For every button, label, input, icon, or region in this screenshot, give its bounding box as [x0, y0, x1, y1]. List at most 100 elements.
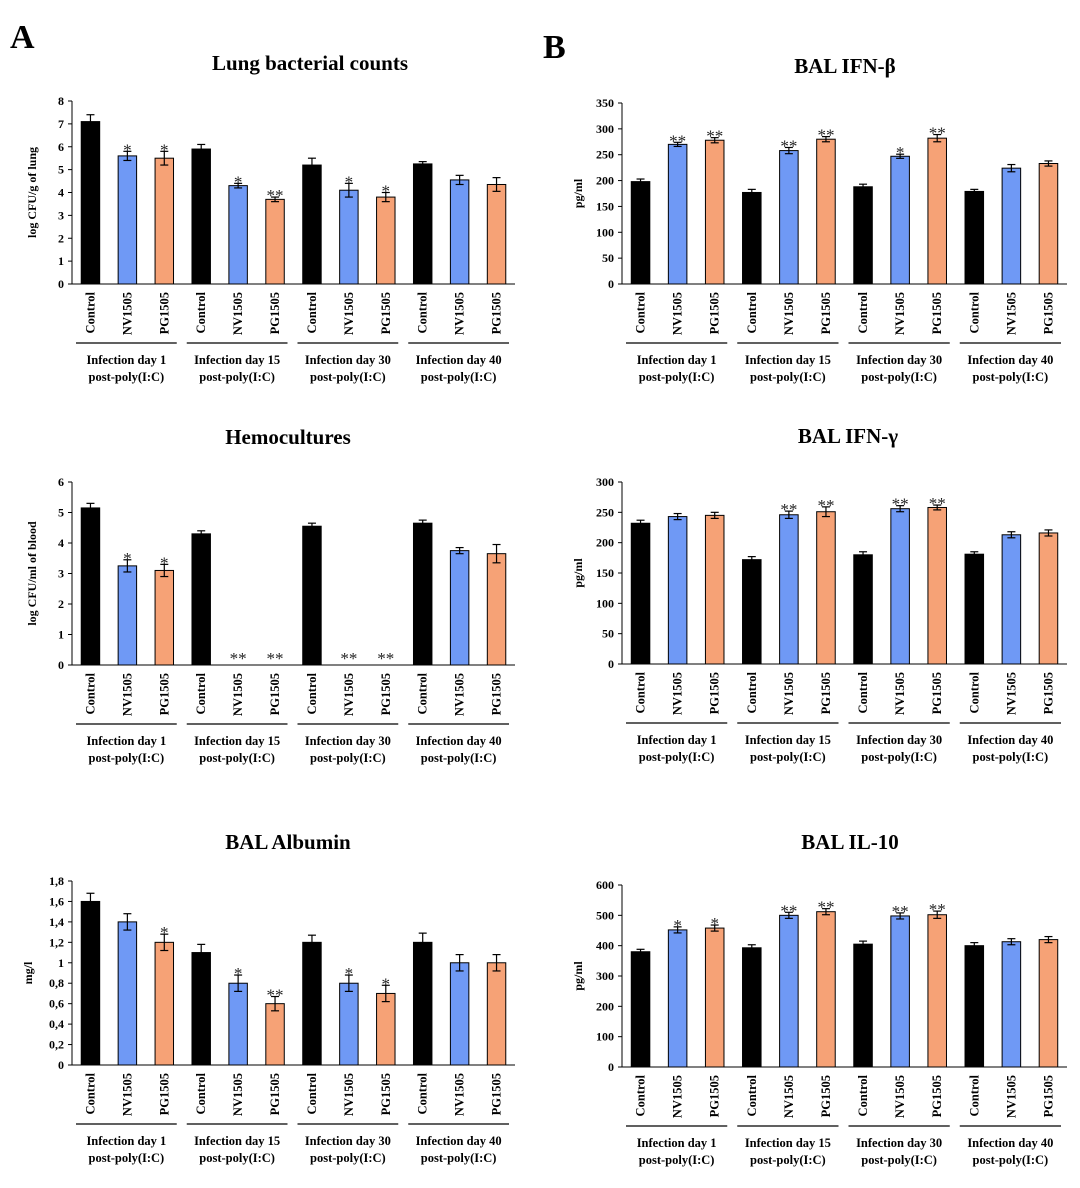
x-category-label: NV1505 — [893, 672, 907, 715]
x-category-label: Control — [83, 672, 97, 714]
bar-control — [853, 943, 873, 1068]
bar-control — [80, 507, 101, 666]
group-label: Infection day 40 — [967, 353, 1053, 367]
group-label: Infection day 30 — [856, 733, 942, 747]
bar-pg1505 — [265, 1003, 285, 1066]
group-label: post-poly(I:C) — [973, 370, 1049, 384]
significance-marker: ** — [817, 496, 834, 515]
y-tick-label: 500 — [596, 908, 614, 922]
x-category-label: PG1505 — [930, 292, 944, 334]
x-category-label: NV1505 — [342, 1073, 356, 1116]
x-category-label: NV1505 — [120, 1073, 134, 1116]
significance-marker: ** — [267, 649, 284, 668]
group-label: post-poly(I:C) — [639, 750, 715, 764]
bar-nv1505 — [779, 150, 799, 285]
x-category-label: Control — [83, 1072, 97, 1114]
significance-marker: * — [673, 916, 682, 935]
y-tick-label: 250 — [596, 505, 614, 519]
bar-pg1505 — [927, 914, 947, 1068]
y-tick-label: 0 — [608, 1060, 614, 1074]
significance-marker: * — [382, 182, 391, 201]
x-category-label: Control — [83, 291, 97, 333]
group-label: Infection day 40 — [967, 1136, 1053, 1150]
x-category-label: Control — [967, 671, 981, 713]
significance-marker: ** — [892, 495, 909, 514]
y-tick-label: 0 — [58, 277, 64, 291]
y-tick-label: 5 — [58, 506, 64, 520]
significance-marker: * — [160, 140, 169, 159]
significance-marker: * — [382, 974, 391, 993]
bar-control — [191, 148, 211, 285]
chart-title: BAL Albumin — [225, 830, 351, 854]
x-category-label: PG1505 — [490, 292, 504, 334]
bar-control — [630, 181, 651, 285]
x-category-label: PG1505 — [490, 1073, 504, 1115]
y-tick-label: 0 — [58, 658, 64, 672]
significance-marker: ** — [892, 902, 909, 921]
x-category-label: NV1505 — [671, 292, 685, 335]
bar-pg1505 — [816, 511, 836, 665]
bar-control — [742, 947, 762, 1068]
y-tick-label: 3 — [58, 567, 64, 581]
y-tick-label: 4 — [58, 186, 64, 200]
chart-ifng: BAL IFN-γ pg/ml 0 50 100 150 200 250 300 Control N… — [571, 424, 1067, 764]
x-category-label: Control — [634, 1074, 648, 1116]
y-tick-label: 0 — [608, 277, 614, 291]
bar-control — [302, 941, 322, 1066]
y-tick-label: 50 — [602, 251, 614, 265]
chart-ifnb: BAL IFN-β pg/ml 0 50 100 150 200 250 300 350 Contr… — [571, 54, 1067, 384]
bar-pg1505 — [486, 553, 507, 666]
x-category-label: Control — [967, 291, 981, 333]
group-label: post-poly(I:C) — [973, 750, 1049, 764]
significance-marker: ** — [340, 649, 357, 668]
bar-pg1505 — [486, 962, 507, 1066]
y-tick-label: 250 — [596, 148, 614, 162]
x-category-label: Control — [305, 291, 319, 333]
bar-nv1505 — [449, 550, 470, 666]
x-category-label: NV1505 — [453, 673, 467, 716]
group-label: post-poly(I:C) — [199, 1151, 275, 1165]
y-tick-label: 50 — [602, 627, 614, 641]
bar-nv1505 — [339, 189, 359, 285]
significance-marker: * — [896, 143, 905, 162]
significance-marker: * — [123, 140, 132, 159]
x-category-label: NV1505 — [453, 292, 467, 335]
y-tick-label: 1 — [58, 628, 64, 642]
bar-nv1505 — [339, 982, 359, 1066]
x-category-label: NV1505 — [453, 1073, 467, 1116]
bar-control — [302, 525, 322, 666]
group-label: post-poly(I:C) — [639, 370, 715, 384]
x-category-label: Control — [416, 1072, 430, 1114]
group-label: Infection day 1 — [637, 733, 717, 747]
y-tick-label: 400 — [596, 939, 614, 953]
chart-title: BAL IL-10 — [801, 830, 898, 854]
group-label: post-poly(I:C) — [310, 751, 386, 765]
bar-pg1505 — [816, 911, 836, 1068]
group-label: Infection day 1 — [86, 1134, 166, 1148]
group-label: Infection day 1 — [86, 353, 166, 367]
x-category-label: NV1505 — [342, 673, 356, 716]
panel-letter-a: A — [10, 19, 35, 56]
group-label: Infection day 15 — [745, 733, 831, 747]
group-label: post-poly(I:C) — [750, 370, 826, 384]
group-label: post-poly(I:C) — [421, 1151, 497, 1165]
y-tick-label: 300 — [596, 969, 614, 983]
group-label: Infection day 15 — [194, 1134, 280, 1148]
y-tick-label: 0 — [608, 657, 614, 671]
x-category-label: NV1505 — [120, 673, 134, 716]
y-tick-label: 200 — [596, 536, 614, 550]
bar-nv1505 — [667, 143, 688, 285]
x-category-label: NV1505 — [231, 292, 245, 335]
chart-title: BAL IFN-γ — [798, 424, 898, 448]
bar-control — [302, 164, 322, 285]
y-tick-label: 150 — [596, 199, 614, 213]
chart-albumin: BAL Albumin mg/l 0 0,2 0,4 0,6 0,8 1 1,2 1,4 1,6 1,… — [21, 830, 515, 1165]
group-label: post-poly(I:C) — [750, 1153, 826, 1167]
x-category-label: PG1505 — [1041, 1075, 1055, 1117]
group-label: post-poly(I:C) — [89, 370, 165, 384]
bar-nv1505 — [779, 914, 799, 1068]
group-label: Infection day 15 — [745, 353, 831, 367]
x-category-label: PG1505 — [708, 1075, 722, 1117]
group-label: post-poly(I:C) — [89, 751, 165, 765]
y-tick-label: 2 — [58, 231, 64, 245]
